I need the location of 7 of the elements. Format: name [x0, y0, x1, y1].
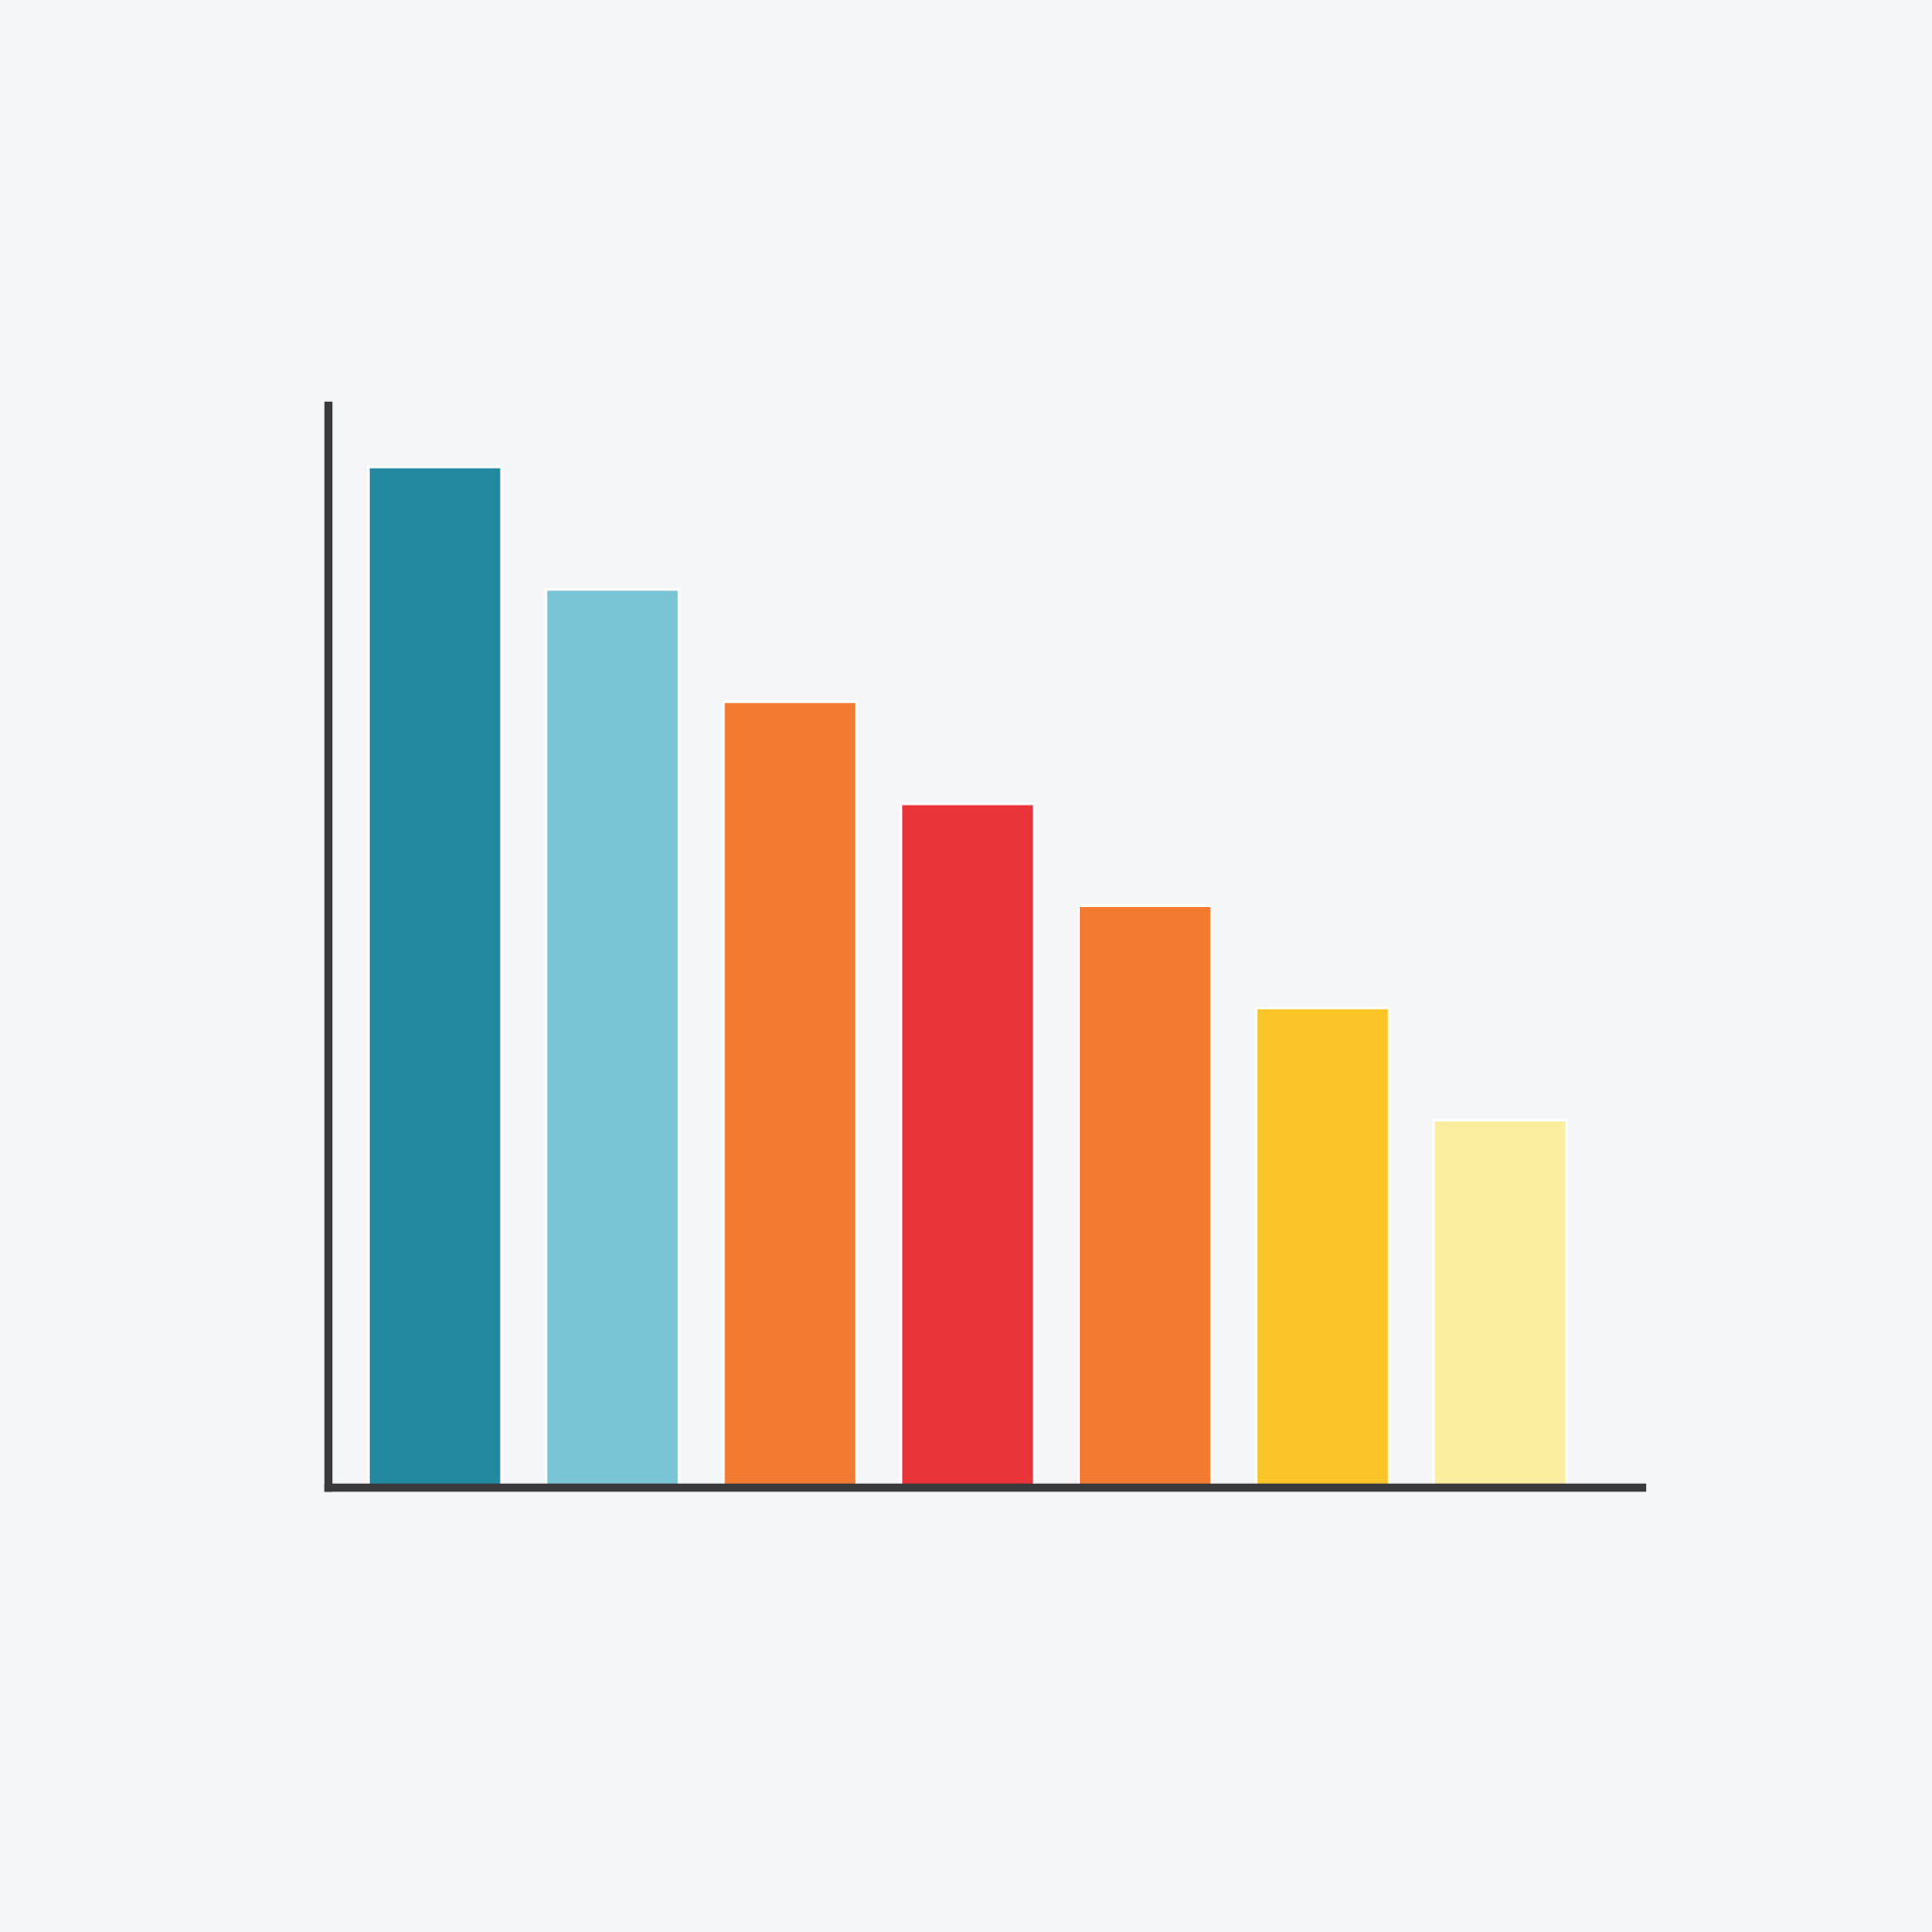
bar — [544, 587, 681, 1488]
bar — [366, 466, 503, 1488]
bar — [899, 802, 1036, 1488]
bar — [1432, 1119, 1569, 1488]
bar — [1077, 904, 1213, 1488]
bar — [1254, 1007, 1391, 1488]
bar — [722, 700, 859, 1488]
